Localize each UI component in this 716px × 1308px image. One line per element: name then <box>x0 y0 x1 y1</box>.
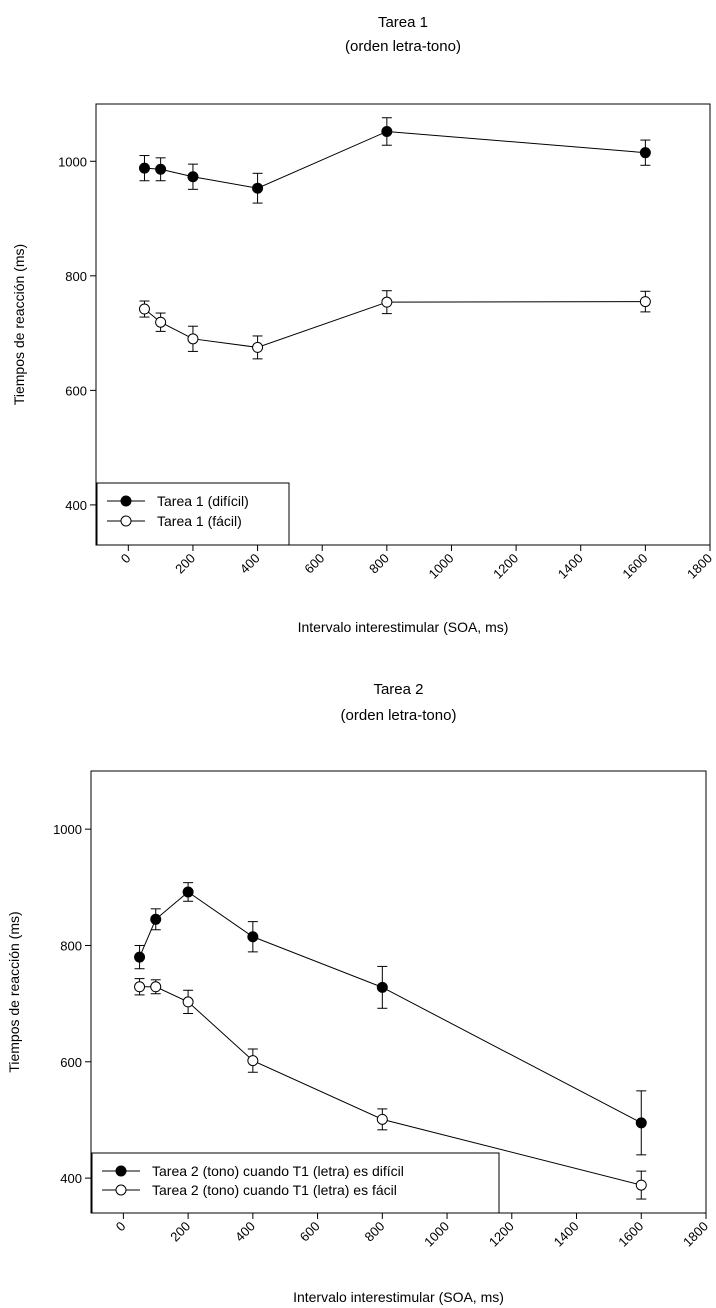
x-tick-label: 800 <box>361 1219 387 1245</box>
x-tick-label: 200 <box>172 551 198 577</box>
x-tick-label: 1400 <box>555 551 586 582</box>
x-tick-label: 200 <box>167 1219 193 1245</box>
y-tick-label: 600 <box>60 1055 82 1070</box>
legend-label: Tarea 2 (tono) cuando T1 (letra) es fáci… <box>152 1182 397 1198</box>
legend-marker <box>115 1165 127 1177</box>
x-tick-label: 400 <box>232 1219 258 1245</box>
y-tick-label: 400 <box>60 1171 82 1186</box>
series-1 <box>134 882 647 1156</box>
legend-box <box>96 482 290 546</box>
data-point <box>138 162 150 174</box>
y-axis-label: Tiempos de reacción (ms) <box>11 244 27 405</box>
legend: Tarea 1 (difícil) Tarea 1 (fácil) <box>96 482 290 546</box>
legend-marker <box>120 495 132 507</box>
data-point <box>134 951 146 963</box>
y-tick-label: 800 <box>65 269 87 284</box>
series-line <box>139 891 642 1124</box>
x-tick-label: 1800 <box>680 1219 711 1250</box>
data-point <box>635 1117 647 1129</box>
data-point <box>381 296 393 308</box>
x-tick-label: 600 <box>297 1219 323 1245</box>
legend-marker <box>120 515 132 527</box>
x-tick-label: 1200 <box>486 1219 517 1250</box>
x-axis-label: Intervalo interestimular (SOA, ms) <box>298 619 509 635</box>
chart-subtitle: (orden letra-tono) <box>345 38 461 55</box>
plot-frame <box>90 770 707 1214</box>
y-tick-label: 400 <box>65 498 87 513</box>
x-tick-label: 0 <box>113 1219 129 1235</box>
chart-subtitle: (orden letra-tono) <box>341 707 457 724</box>
x-axis-label: Intervalo interestimular (SOA, ms) <box>293 1289 504 1305</box>
series-line <box>144 301 646 348</box>
data-point <box>252 182 264 194</box>
data-point <box>155 316 167 328</box>
data-point <box>187 171 199 183</box>
x-tick-label: 1800 <box>684 551 715 582</box>
x-tick-label: 400 <box>237 551 263 577</box>
data-point <box>150 981 162 993</box>
data-point <box>134 981 146 993</box>
data-point <box>376 1113 388 1125</box>
x-tick-label: 800 <box>366 551 392 577</box>
data-point <box>635 1179 647 1191</box>
data-point <box>182 996 194 1008</box>
legend-label: Tarea 1 (fácil) <box>157 513 242 529</box>
series-line <box>144 130 646 189</box>
plot-frame <box>95 103 711 546</box>
data-point <box>247 931 259 943</box>
series-2 <box>138 290 651 360</box>
legend-label: Tarea 1 (difícil) <box>157 493 249 509</box>
legend: Tarea 2 (tono) cuando T1 (letra) es difí… <box>91 1152 500 1214</box>
x-tick-label: 1600 <box>615 1219 646 1250</box>
x-tick-label: 1000 <box>421 1219 452 1250</box>
chart-title: Tarea 1 <box>378 14 428 31</box>
data-point <box>138 303 150 315</box>
data-point <box>639 296 651 308</box>
y-tick-label: 800 <box>60 938 82 953</box>
y-tick-label: 1000 <box>58 154 87 169</box>
data-point <box>381 125 393 137</box>
chart-title: Tarea 2 <box>373 681 423 698</box>
data-point <box>150 913 162 925</box>
data-point <box>376 981 388 993</box>
legend-box <box>91 1152 500 1214</box>
data-point <box>247 1055 259 1067</box>
legend-label: Tarea 2 (tono) cuando T1 (letra) es difí… <box>152 1163 404 1179</box>
data-point <box>252 341 264 353</box>
legend-marker <box>115 1184 127 1196</box>
x-tick-label: 600 <box>301 551 327 577</box>
data-point <box>155 163 167 175</box>
chart-1: Tarea 1 (orden letra-tono) Intervalo inter… <box>11 14 715 635</box>
x-tick-label: 1600 <box>619 551 650 582</box>
data-point <box>182 886 194 898</box>
data-point <box>639 147 651 159</box>
series-1 <box>138 117 651 204</box>
y-tick-label: 1000 <box>53 822 82 837</box>
y-axis-label: Tiempos de reacción (ms) <box>6 911 22 1072</box>
data-point <box>187 333 199 345</box>
y-tick-label: 600 <box>65 383 87 398</box>
x-tick-label: 0 <box>118 551 134 567</box>
chart-2: Tarea 2 (orden letra-tono) Intervalo inter… <box>6 681 711 1305</box>
x-tick-label: 1200 <box>490 551 521 582</box>
x-tick-label: 1400 <box>551 1219 582 1250</box>
series-2 <box>134 978 647 1200</box>
x-tick-label: 1000 <box>426 551 457 582</box>
